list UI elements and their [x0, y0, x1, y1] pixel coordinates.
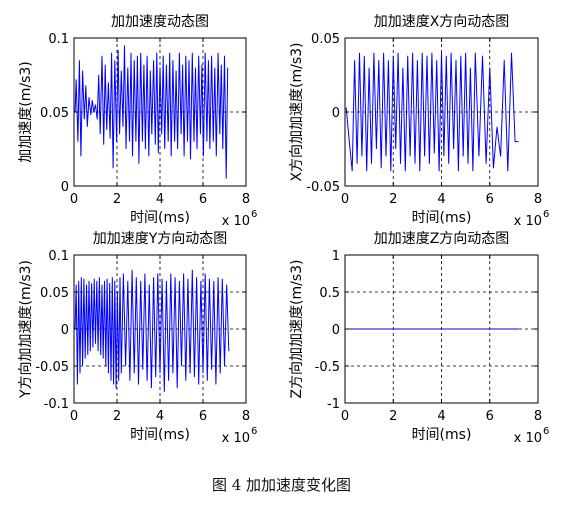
y-tick-label: 0.1	[48, 249, 69, 264]
y-tick-label: 0.05	[40, 286, 69, 301]
y-tick-label: 0.5	[319, 286, 340, 301]
x-tick-label: 4	[437, 409, 445, 424]
y-tick-label: 0	[332, 106, 340, 121]
x-tick-label: 6	[486, 409, 494, 424]
series-line	[74, 269, 230, 392]
x-tick-label: 6	[199, 409, 207, 424]
y-tick-label: 0.05	[40, 106, 69, 121]
y-tick-label: -0.05	[306, 180, 340, 195]
chart-title: 加加速度动态图	[111, 14, 209, 30]
x-multiplier-exponent: 6	[251, 426, 257, 437]
y-tick-label: 0.05	[311, 32, 340, 47]
x-tick-label: 8	[242, 409, 250, 424]
x-multiplier: x 10	[514, 214, 542, 229]
x-tick-label: 0	[70, 409, 78, 424]
x-tick-label: 0	[70, 192, 78, 207]
x-tick-label: 2	[113, 192, 121, 207]
x-tick-label: 4	[156, 409, 164, 424]
chart-title: 加加速度X方向动态图	[374, 14, 510, 30]
x-multiplier: x 10	[222, 431, 250, 446]
x-axis-label: 时间(ms)	[130, 427, 190, 443]
x-tick-label: 4	[437, 192, 445, 207]
x-axis-label: 时间(ms)	[412, 427, 472, 443]
y-axis-label: 加加速度(m/s3)	[18, 61, 34, 162]
x-multiplier-exponent: 6	[251, 209, 257, 220]
y-tick-label: -1	[327, 397, 340, 412]
y-tick-label: 0.1	[48, 32, 69, 47]
series-line	[345, 52, 519, 172]
series-line	[74, 45, 229, 179]
y-tick-label: 0	[61, 323, 69, 338]
y-axis-label: X方向加加速度(m/s3)	[289, 42, 305, 181]
x-tick-label: 8	[534, 409, 542, 424]
x-tick-label: 2	[389, 192, 397, 207]
x-multiplier: x 10	[514, 431, 542, 446]
x-multiplier-exponent: 6	[543, 426, 549, 437]
x-multiplier: x 10	[222, 214, 250, 229]
x-axis-label: 时间(ms)	[130, 210, 190, 226]
x-tick-label: 4	[156, 192, 164, 207]
x-tick-label: 2	[113, 409, 121, 424]
x-tick-label: 0	[341, 409, 349, 424]
x-tick-label: 0	[341, 192, 349, 207]
figure-caption: 图 4 加加速度变化图	[211, 476, 352, 494]
x-tick-label: 2	[389, 409, 397, 424]
x-axis-label: 时间(ms)	[412, 210, 472, 226]
x-tick-label: 8	[534, 192, 542, 207]
y-tick-label: -0.05	[35, 360, 69, 375]
y-tick-label: 0	[332, 323, 340, 338]
y-axis-label: Z方向加加速度(m/s3)	[289, 259, 305, 398]
y-tick-label: 0	[61, 180, 69, 195]
chart-title: 加加速度Y方向动态图	[93, 231, 228, 247]
y-tick-label: -0.1	[44, 397, 69, 412]
x-tick-label: 8	[242, 192, 250, 207]
y-tick-label: -0.5	[315, 360, 340, 375]
chart-title: 加加速度Z方向动态图	[374, 231, 510, 247]
x-tick-label: 6	[486, 192, 494, 207]
y-tick-label: 1	[332, 249, 340, 264]
y-axis-label: Y方向加加速度(m/s3)	[18, 260, 34, 399]
x-multiplier-exponent: 6	[543, 209, 549, 220]
x-tick-label: 6	[199, 192, 207, 207]
